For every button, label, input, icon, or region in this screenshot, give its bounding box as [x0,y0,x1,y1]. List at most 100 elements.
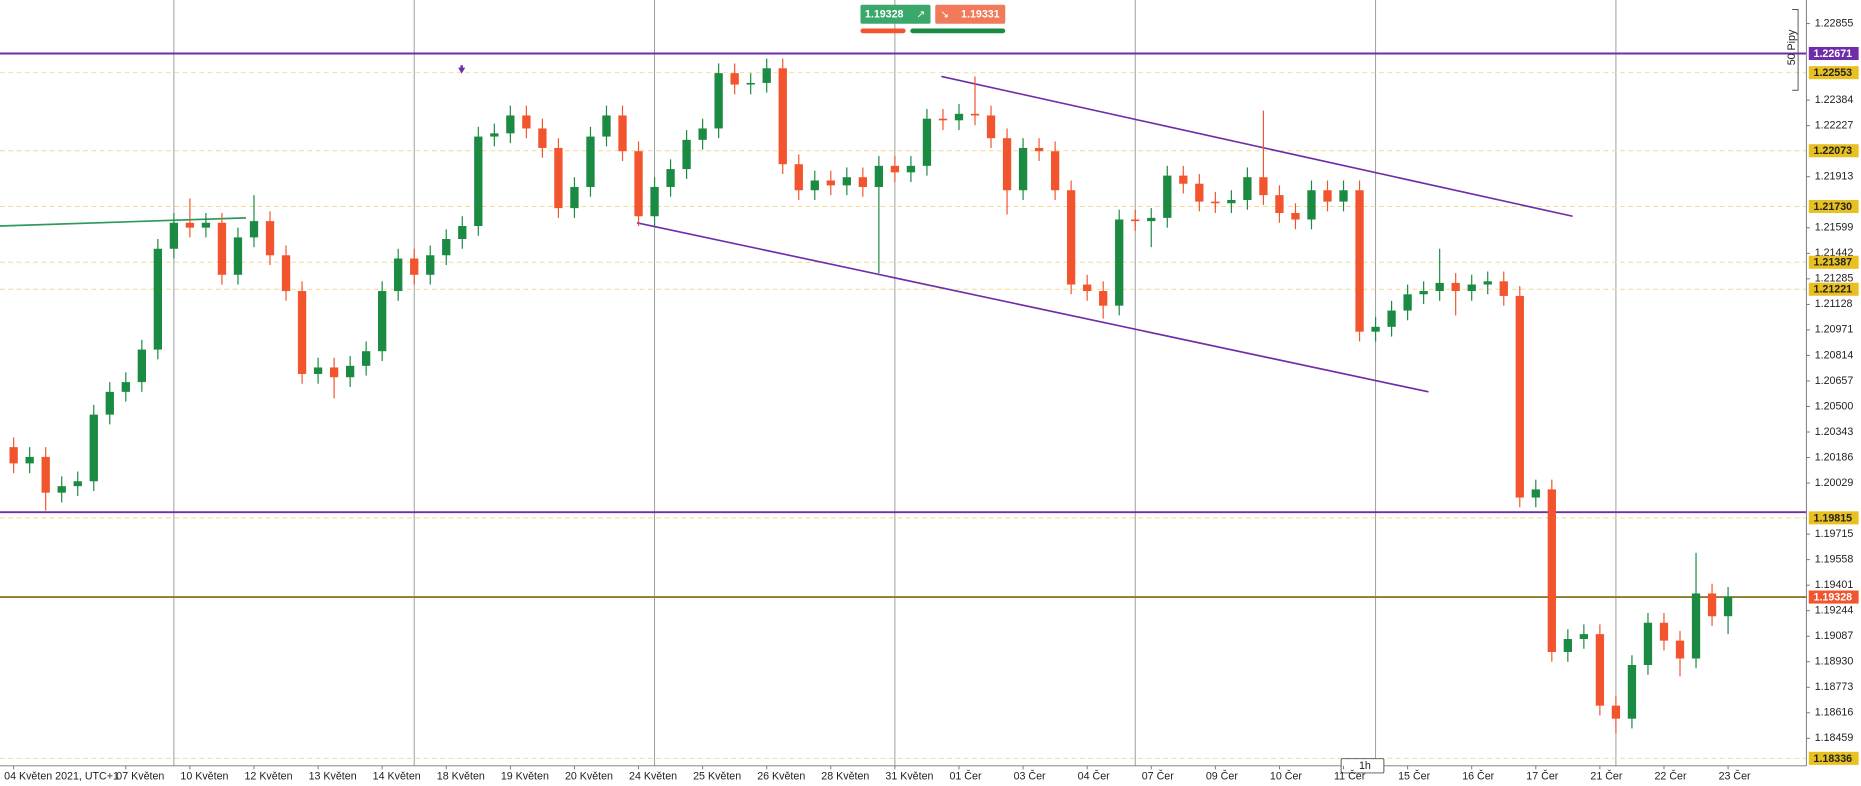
sell-arrow[interactable]: ↘ [940,9,949,21]
timeframe-box[interactable] [1340,758,1385,774]
price-badge [1808,144,1859,158]
y-tick-label: 1.20814 [1815,349,1854,361]
price-badge [1808,66,1859,80]
x-tick-label: 18 Květen [437,770,485,782]
price-badge-label: 1.22671 [1814,48,1853,60]
candle-body [938,118,948,121]
x-tick-label: 16 Čer [1462,769,1494,782]
candle-body [9,447,18,464]
y-tick-label: 1.18459 [1815,732,1854,744]
x-tick-label: 15 Čer [1398,769,1430,782]
y-tick-label: 1.18616 [1815,707,1854,719]
x-tick-label: 21 Čer [1590,769,1622,782]
x-tick-label: 04 Květen 2021, UTC+1 [4,770,119,782]
y-tick-label: 1.20343 [1815,426,1854,438]
candle-body [1179,175,1188,184]
x-tick-label: 11 Čer [1334,769,1366,782]
candle-body [378,291,387,352]
candle-body [329,367,339,378]
candle-body [634,151,643,217]
buy-button[interactable] [860,4,931,24]
candle-body [778,68,787,165]
y-tick-label: 1.20186 [1815,451,1854,463]
candle-body [586,136,595,187]
candle-body [1211,201,1220,204]
candle-body [1675,640,1685,659]
candle-body [426,255,435,275]
candle-body [794,164,803,191]
y-tick-label: 1.18930 [1815,656,1854,668]
candle-body [1307,190,1316,220]
x-tick-label: 12 Květen [244,770,292,782]
candle-body [522,115,531,129]
x-tick-label: 22 Čer [1654,769,1686,782]
buy-arrow[interactable]: ↗ [917,9,926,21]
candle-body [281,255,291,292]
candle-body [1499,281,1508,296]
price-badge [1808,282,1859,296]
candle-body [474,136,483,227]
y-tick-label: 1.19087 [1815,630,1854,642]
candle-body [826,180,835,186]
buy-price[interactable]: 1.19328 [865,9,904,21]
candle-body [153,248,163,350]
candle-body [1707,593,1717,617]
trade-panel: 1.19328 ↗ 1.19331 ↘ [860,4,1006,34]
candle-body [1195,183,1204,202]
candle-body [410,258,419,275]
candle-body [201,222,211,228]
candle-body [682,139,691,170]
candle-body [1291,212,1300,220]
candle-body [1387,310,1396,327]
candle-body [1147,217,1156,222]
candle-body [1723,596,1733,617]
y-tick-label: 1.21285 [1815,273,1854,285]
y-tick-label: 1.19715 [1815,528,1854,540]
x-tick-label: 23 Čer [1719,769,1751,782]
candle-body [506,115,515,134]
candle-body [1243,177,1252,200]
sell-price[interactable]: 1.19331 [961,9,1000,21]
candle-body [1131,219,1140,222]
timeframe-label[interactable]: 1h [1359,760,1371,772]
sell-button[interactable] [935,4,1006,24]
candle-body [1595,634,1605,706]
y-tick-label: 1.21599 [1815,222,1854,234]
price-badge [1808,511,1859,525]
candle-body [233,237,243,275]
ruler-bracket [1792,9,1799,91]
candle-body [1531,489,1540,498]
candle-body [618,115,627,152]
x-tick-label: 19 Květen [501,770,549,782]
y-tick-label: 1.20971 [1815,324,1854,336]
x-tick-label: 31 Květen [885,770,933,782]
candle-body [874,165,884,187]
price-badge [1808,751,1859,765]
ruler-label: 50 Pipy [1786,29,1798,65]
candle-body [1643,622,1653,666]
trendline [0,217,247,227]
candle-body [1547,489,1556,653]
candle-body [1435,282,1444,292]
price-badge [1808,46,1859,61]
y-tick-label: 1.19558 [1815,553,1854,565]
x-tick-label: 07 Květen [116,770,164,782]
candle-body [345,365,355,378]
candle-body [1002,138,1012,191]
candle-body [41,456,50,493]
candle-body [105,391,114,415]
candle-body [1099,291,1108,306]
candle-body [1259,177,1268,196]
y-tick-label: 1.22384 [1815,94,1854,106]
candle-body [570,186,579,209]
candle-body [1083,284,1092,292]
candle-body [25,456,34,464]
candle-body [1627,665,1637,719]
event-marker [458,65,466,74]
candle-body [249,221,259,238]
candle-body [394,258,403,292]
x-tick-label: 14 Květen [373,770,421,782]
y-tick-label: 1.21128 [1815,298,1853,310]
